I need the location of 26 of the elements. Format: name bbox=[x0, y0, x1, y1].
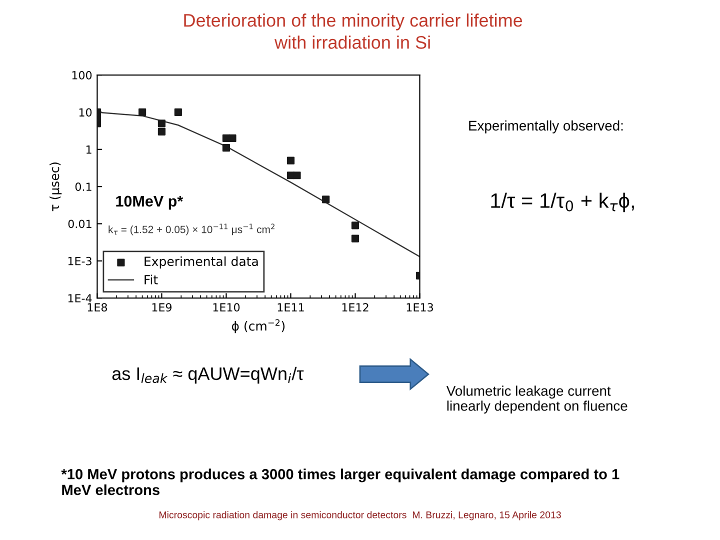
y-tick-label: 0.01 bbox=[68, 220, 92, 228]
x-tick-label: 1E10 bbox=[213, 303, 240, 312]
y-axis-title: τ (μsec) bbox=[50, 162, 62, 212]
y-tick-label: 10 bbox=[79, 108, 92, 117]
legend-label: Experimental data bbox=[144, 256, 258, 268]
y-tick-label: 1E-4 bbox=[68, 294, 92, 302]
text: 1/τ = 1/τ$_{0}$ + k$_{τ}$ϕ, bbox=[491, 192, 634, 212]
y-tick-label: 0.1 bbox=[75, 182, 92, 191]
x-tick-label: 1E9 bbox=[152, 303, 172, 312]
text: Microscopic radiation damage in semiconductor detectors M. Bruzzi, Legnaro, 15 Aprile 2013 bbox=[160, 511, 561, 520]
annotation: k$_{τ}$ = (1.52 + 0.05) × 10$^{−11}$ μs$^{−1}$ cm$^{2}$ bbox=[108, 224, 274, 236]
x-tick-label: 1E8 bbox=[88, 303, 108, 312]
text: *10 MeV protons produces a 3000 times larger equivalent damage compared to 1 MeV electrons bbox=[61, 468, 620, 496]
x-tick-label: 1E13 bbox=[406, 303, 433, 312]
text: Experimentally observed: bbox=[469, 120, 623, 134]
y-tick-label: 1 bbox=[86, 146, 92, 154]
x-axis-title: ϕ (cm$^{−2}$) bbox=[232, 319, 285, 334]
y-tick-label: 100 bbox=[72, 71, 92, 80]
chart-title: Deterioration of the minority carrier lifetime with irradiation in Si bbox=[184, 14, 522, 49]
x-tick-label: 1E12 bbox=[342, 303, 368, 312]
x-tick-label: 1E11 bbox=[278, 303, 304, 312]
annotation: 10MeV p* bbox=[116, 196, 184, 210]
text: Volumetric leakage current linearly dependent on fluence bbox=[446, 386, 628, 414]
text: as I$_{leak}$ ≈ qAUW=qWn$_{i}$/τ bbox=[112, 366, 304, 384]
y-tick-label: 1E-3 bbox=[68, 256, 92, 266]
legend-label: Fit bbox=[144, 274, 158, 284]
